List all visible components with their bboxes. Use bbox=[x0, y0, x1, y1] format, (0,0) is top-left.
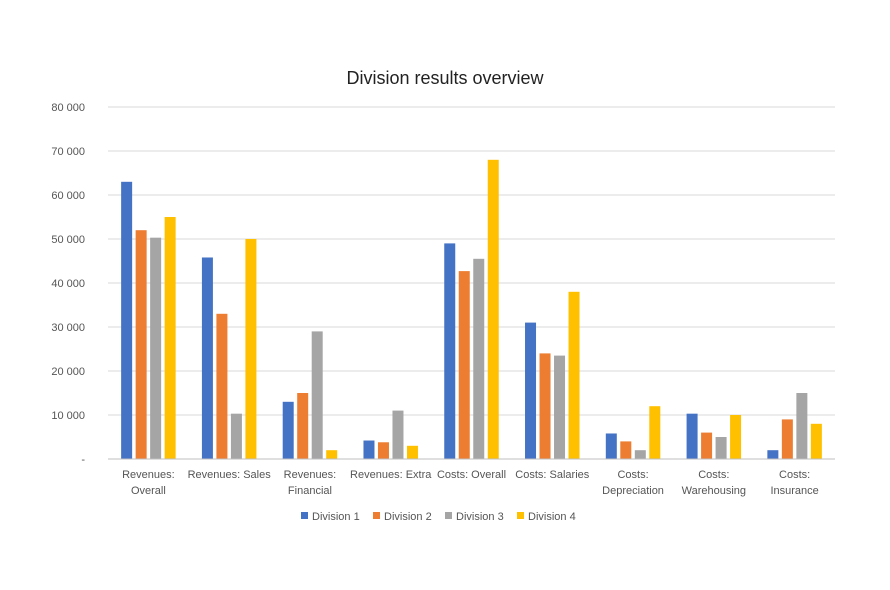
bar-division-3-3 bbox=[392, 410, 404, 459]
bar-division-2-5 bbox=[539, 353, 551, 459]
bar-division-2-8 bbox=[781, 419, 793, 459]
legend-label: Division 3 bbox=[456, 511, 504, 523]
legend-label: Division 1 bbox=[312, 511, 360, 523]
y-tick-label: - bbox=[81, 454, 85, 466]
category-label: Overall bbox=[131, 485, 166, 497]
category-label: Depreciation bbox=[602, 485, 664, 497]
category-label: Costs: bbox=[698, 469, 729, 481]
legend-label: Division 2 bbox=[384, 511, 432, 523]
category-label: Costs: Salaries bbox=[515, 469, 589, 481]
category-label: Costs: bbox=[779, 469, 810, 481]
bar-division-4-0 bbox=[164, 217, 176, 459]
bar-division-1-4 bbox=[444, 243, 456, 459]
y-axis-ticks: - 10 000 20 000 30 000 40 000 50 000 60 000 70 … bbox=[51, 102, 85, 466]
legend-swatch bbox=[445, 512, 452, 519]
category-label: Revenues: bbox=[122, 469, 175, 481]
bar-division-2-1 bbox=[216, 313, 228, 459]
category-label: Revenues: Sales bbox=[188, 469, 272, 481]
legend-label: Division 4 bbox=[528, 511, 576, 523]
bar-division-1-6 bbox=[605, 433, 617, 459]
bar-division-2-4 bbox=[458, 271, 470, 459]
bar-division-2-2 bbox=[297, 393, 309, 459]
y-tick-label: 20 000 bbox=[51, 366, 85, 378]
chart-title: Division results overview bbox=[346, 68, 544, 88]
bar-division-2-0 bbox=[135, 230, 147, 459]
bar-division-4-7 bbox=[730, 415, 742, 459]
y-tick-label: 60 000 bbox=[51, 190, 85, 202]
bar-division-2-7 bbox=[701, 432, 713, 459]
bar-division-1-8 bbox=[767, 450, 779, 459]
bar-division-4-2 bbox=[326, 450, 338, 459]
legend: Division 1 Division 2 Division 3 Division 4 bbox=[301, 511, 576, 523]
bar-division-3-2 bbox=[311, 331, 323, 459]
y-tick-label: 30 000 bbox=[51, 322, 85, 334]
category-label: Revenues: Extra bbox=[350, 469, 432, 481]
bar-division-4-3 bbox=[406, 445, 418, 459]
y-tick-label: 10 000 bbox=[51, 410, 85, 422]
y-tick-label: 50 000 bbox=[51, 234, 85, 246]
bar-division-1-5 bbox=[525, 322, 537, 459]
bar-division-1-7 bbox=[686, 413, 698, 459]
legend-swatch bbox=[301, 512, 308, 519]
category-label: Costs: Overall bbox=[437, 469, 506, 481]
bar-division-1-2 bbox=[282, 401, 294, 459]
bar-division-4-4 bbox=[487, 159, 499, 460]
bar-division-1-0 bbox=[121, 181, 133, 460]
legend-swatch bbox=[373, 512, 380, 519]
bar-division-3-5 bbox=[554, 355, 566, 459]
x-axis-categories: Revenues: Overall Revenues: Sales Revenues:… bbox=[122, 469, 819, 497]
y-tick-label: 80 000 bbox=[51, 102, 85, 114]
category-label: Revenues: bbox=[284, 469, 337, 481]
legend-swatch bbox=[517, 512, 524, 519]
category-label: Warehousing bbox=[682, 485, 746, 497]
bars bbox=[121, 159, 822, 460]
bar-division-2-6 bbox=[620, 441, 632, 459]
bar-division-4-8 bbox=[810, 423, 822, 459]
bar-division-1-3 bbox=[363, 440, 375, 459]
category-label: Insurance bbox=[770, 485, 818, 497]
bar-division-3-6 bbox=[634, 450, 646, 459]
bar-division-3-7 bbox=[715, 437, 727, 459]
bar-division-3-1 bbox=[230, 413, 242, 459]
bar-division-1-1 bbox=[201, 257, 213, 459]
gridlines bbox=[108, 106, 835, 416]
bar-division-3-8 bbox=[796, 393, 808, 459]
bar-division-2-3 bbox=[377, 442, 389, 459]
bar-division-4-6 bbox=[649, 406, 661, 459]
category-label: Costs: bbox=[617, 469, 648, 481]
bar-division-3-0 bbox=[150, 237, 162, 459]
y-tick-label: 70 000 bbox=[51, 146, 85, 158]
bar-division-4-5 bbox=[568, 291, 580, 459]
bar-division-3-4 bbox=[473, 258, 485, 459]
category-label: Financial bbox=[288, 485, 332, 497]
y-tick-label: 40 000 bbox=[51, 278, 85, 290]
bar-division-4-1 bbox=[245, 239, 257, 459]
